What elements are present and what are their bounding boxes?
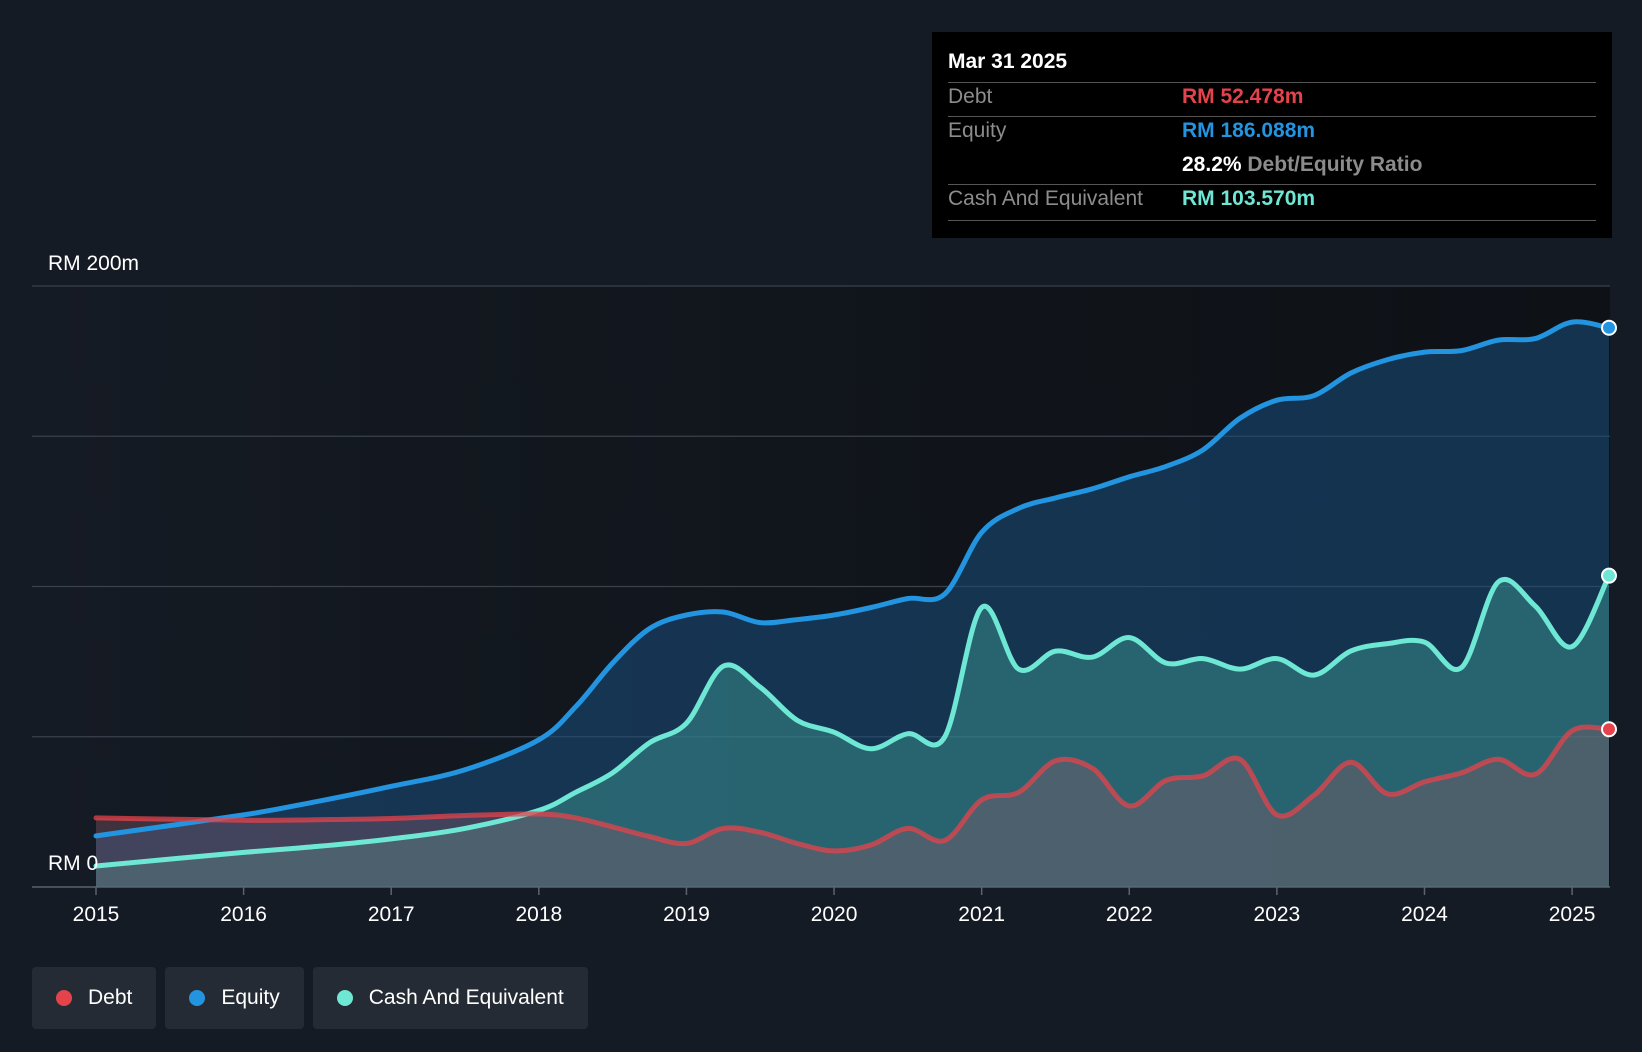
y-axis-label-top: RM 200m (48, 252, 139, 275)
debt-end-marker (1601, 721, 1617, 738)
legend-label-equity: Equity (221, 986, 280, 1009)
tooltip-divider (948, 116, 1596, 117)
legend-item-cash[interactable]: Cash And Equivalent (312, 967, 588, 1029)
series-lines (93, 319, 1612, 869)
cash-line (93, 573, 1612, 869)
tooltip-date: Mar 31 2025 (948, 50, 1068, 73)
tooltip-divider (948, 82, 1596, 83)
equity-area (96, 321, 1609, 887)
legend-label-debt: Debt (88, 986, 133, 1009)
tooltip-ratio: 28.2% Debt/Equity Ratio (1182, 153, 1422, 177)
tooltip-equity-value: RM 186.088m (1182, 119, 1316, 142)
cash-dot-icon (336, 990, 353, 1006)
debt-dot-icon (56, 990, 72, 1006)
x-tick-label-2017: 2017 (368, 903, 415, 926)
debt-line (93, 724, 1612, 854)
x-tick-label-2015: 2015 (73, 903, 120, 926)
cash-end-marker (1601, 567, 1617, 584)
x-tick-label-2022: 2022 (1106, 903, 1153, 926)
x-tick-label-2024: 2024 (1401, 903, 1448, 926)
tooltip-debt-value: RM 52.478m (1182, 85, 1304, 108)
x-tick-label-2021: 2021 (958, 903, 1005, 926)
tooltip-ratio-label: Debt/Equity Ratio (1247, 153, 1423, 176)
x-axis: 2015 2016 2017 2018 2019 2020 2021 2022 2023 2024… (73, 887, 1596, 926)
tooltip-cash-label: Cash And Equivalent (948, 187, 1143, 210)
series-areas (96, 321, 1609, 887)
equity-end-marker (1601, 319, 1617, 336)
x-tick-label-2025: 2025 (1549, 903, 1596, 926)
tooltip-divider (948, 220, 1596, 221)
tooltip-debt-label: Debt (948, 85, 993, 108)
debt-area (96, 727, 1609, 887)
tooltip-ratio-value: 28.2% (1182, 153, 1242, 176)
chart-legend: Debt Equity Cash And Equivalent (32, 967, 588, 1029)
legend-label-cash: Cash And Equivalent (368, 986, 564, 1009)
tooltip-cash-value: RM 103.570m (1182, 187, 1316, 210)
equity-dot-icon (189, 990, 206, 1006)
cash-area (96, 575, 1609, 887)
series-end-markers (1601, 319, 1617, 738)
legend-item-equity[interactable]: Equity (165, 967, 304, 1029)
data-tooltip: Mar 31 2025 Debt RM 52.478m Equity RM 18… (932, 32, 1612, 238)
equity-line (93, 319, 1612, 839)
tooltip-divider (948, 184, 1596, 185)
legend-item-debt[interactable]: Debt (32, 967, 157, 1029)
x-tick-label-2020: 2020 (811, 903, 858, 926)
y-axis-label-zero: RM 0 (48, 852, 98, 875)
tooltip-equity-label: Equity (948, 119, 1007, 142)
x-tick-label-2016: 2016 (220, 903, 267, 926)
x-tick-label-2023: 2023 (1254, 903, 1301, 926)
x-tick-label-2018: 2018 (515, 903, 562, 926)
x-tick-label-2019: 2019 (663, 903, 710, 926)
